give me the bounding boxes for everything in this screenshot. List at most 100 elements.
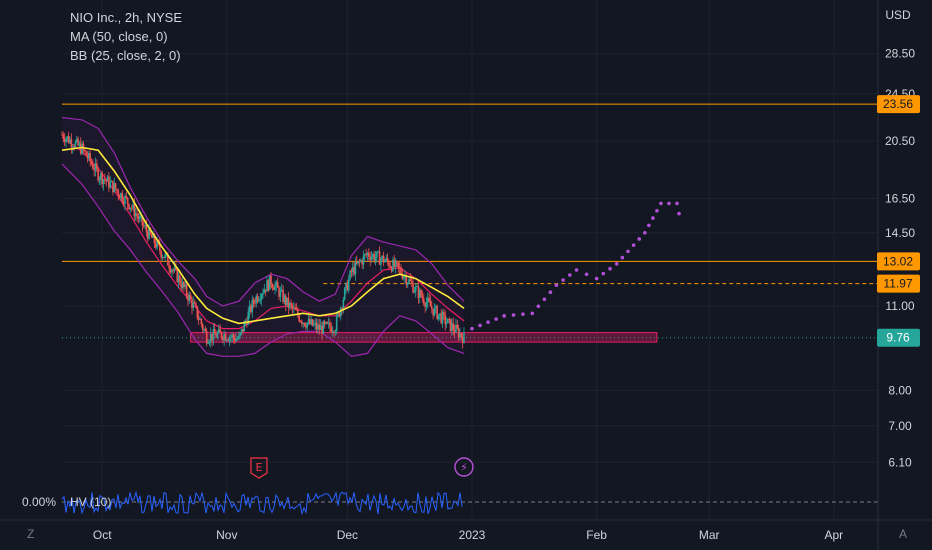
candle-body bbox=[199, 319, 201, 321]
candle-body bbox=[116, 189, 118, 191]
bb-lower-line bbox=[61, 163, 465, 357]
candle-body bbox=[192, 302, 195, 308]
candle-body bbox=[436, 306, 438, 320]
candle-body bbox=[175, 267, 177, 269]
ma-legend[interactable]: MA (50, close, 0) bbox=[70, 29, 168, 44]
projection-dot bbox=[494, 317, 498, 321]
candle-body bbox=[181, 281, 184, 288]
candle-body bbox=[226, 340, 228, 342]
candle-body bbox=[374, 257, 377, 261]
candle-body bbox=[195, 303, 197, 307]
x-tick-label: Nov bbox=[216, 528, 237, 542]
candle-body bbox=[381, 255, 384, 260]
candle-body bbox=[231, 334, 233, 338]
candle-body bbox=[305, 325, 307, 328]
bb-legend[interactable]: BB (25, close, 2, 0) bbox=[70, 48, 181, 63]
candle-body bbox=[203, 329, 205, 331]
projection-dot bbox=[478, 323, 482, 328]
candle-body bbox=[230, 337, 232, 339]
candle-body bbox=[441, 312, 444, 324]
candle-body bbox=[291, 305, 294, 309]
candle-body bbox=[136, 213, 138, 217]
candle-body bbox=[313, 324, 315, 326]
timezone-toggle[interactable]: Z bbox=[27, 527, 35, 541]
candle-body bbox=[302, 322, 304, 324]
earnings-icon[interactable] bbox=[250, 457, 268, 479]
candle-body bbox=[276, 282, 279, 288]
candle-body bbox=[74, 141, 77, 148]
projection-dot bbox=[542, 297, 547, 302]
candle-body bbox=[183, 281, 185, 288]
candle-body bbox=[401, 273, 404, 279]
candle-body bbox=[153, 234, 156, 244]
candle-body bbox=[264, 289, 267, 292]
candle-body bbox=[447, 318, 449, 324]
projection-dot bbox=[521, 312, 525, 316]
candle-body bbox=[342, 299, 345, 309]
candle-body bbox=[93, 168, 95, 171]
candle-body bbox=[451, 323, 453, 332]
candle-body bbox=[169, 268, 172, 273]
candle-body bbox=[209, 333, 212, 342]
symbol-title[interactable]: NIO Inc., 2h, NYSE bbox=[70, 10, 182, 25]
projection-dot bbox=[667, 201, 671, 206]
candle-body bbox=[410, 281, 413, 283]
candle-body bbox=[382, 255, 385, 263]
candle-body bbox=[287, 297, 290, 308]
candle-body bbox=[435, 306, 437, 308]
projection-dot bbox=[601, 271, 606, 276]
candle-body bbox=[205, 331, 208, 344]
candle-body bbox=[295, 309, 298, 311]
candle-body bbox=[142, 225, 145, 227]
candle-body bbox=[172, 269, 175, 271]
price-tag bbox=[877, 252, 920, 271]
candle-body bbox=[424, 303, 426, 307]
candle-body bbox=[351, 267, 354, 272]
candle-body bbox=[350, 270, 353, 272]
candle-body bbox=[125, 195, 128, 198]
candle-body bbox=[421, 296, 424, 299]
candles-layer bbox=[61, 130, 465, 349]
candle-body bbox=[61, 134, 63, 136]
projection-dot bbox=[530, 311, 535, 316]
lightning-icon[interactable] bbox=[454, 457, 474, 477]
auto-scale-toggle[interactable]: A bbox=[899, 527, 908, 541]
event-markers-layer[interactable]: E ⚡ bbox=[250, 457, 474, 479]
candle-body bbox=[452, 323, 455, 331]
chart-legend: NIO Inc., 2h, NYSE MA (50, close, 0) BB … bbox=[70, 8, 182, 65]
candle-body bbox=[455, 324, 457, 333]
candle-body bbox=[78, 143, 81, 146]
x-tick-label: Dec bbox=[337, 528, 358, 542]
candle-body bbox=[240, 328, 243, 333]
candle-body bbox=[392, 259, 394, 272]
candle-body bbox=[364, 254, 366, 256]
candle-body bbox=[314, 322, 317, 325]
projection-dot bbox=[677, 211, 681, 216]
candle-body bbox=[347, 279, 350, 291]
event-marker-glyph: ⚡ bbox=[460, 461, 468, 474]
projection-dot bbox=[675, 201, 679, 206]
candle-body bbox=[71, 147, 74, 149]
y-tick-label: 28.50 bbox=[885, 47, 915, 61]
hv-value: 0.00% bbox=[22, 495, 57, 509]
projection-dot bbox=[584, 272, 589, 277]
candle-body bbox=[463, 332, 465, 344]
projection-dot bbox=[486, 320, 490, 325]
candle-body bbox=[124, 195, 126, 205]
candle-body bbox=[270, 275, 272, 285]
candle-body bbox=[377, 251, 380, 253]
candle-body bbox=[422, 298, 425, 304]
candle-body bbox=[217, 328, 220, 334]
candle-body bbox=[272, 287, 275, 290]
candle-body bbox=[361, 260, 363, 265]
candle-body bbox=[413, 291, 416, 293]
candle-body bbox=[156, 240, 158, 248]
candle-body bbox=[262, 293, 264, 295]
event-marker-glyph: E bbox=[255, 461, 262, 474]
candle-body bbox=[185, 284, 188, 296]
candle-body bbox=[75, 138, 78, 142]
projection-layer[interactable] bbox=[470, 201, 681, 331]
candle-body bbox=[137, 216, 140, 219]
hv-legend[interactable]: HV (10) bbox=[70, 495, 112, 509]
